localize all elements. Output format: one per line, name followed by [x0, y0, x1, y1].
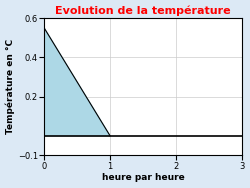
X-axis label: heure par heure: heure par heure — [102, 174, 184, 182]
Polygon shape — [44, 28, 110, 136]
Title: Evolution de la température: Evolution de la température — [55, 6, 231, 16]
Y-axis label: Température en °C: Température en °C — [6, 39, 15, 134]
